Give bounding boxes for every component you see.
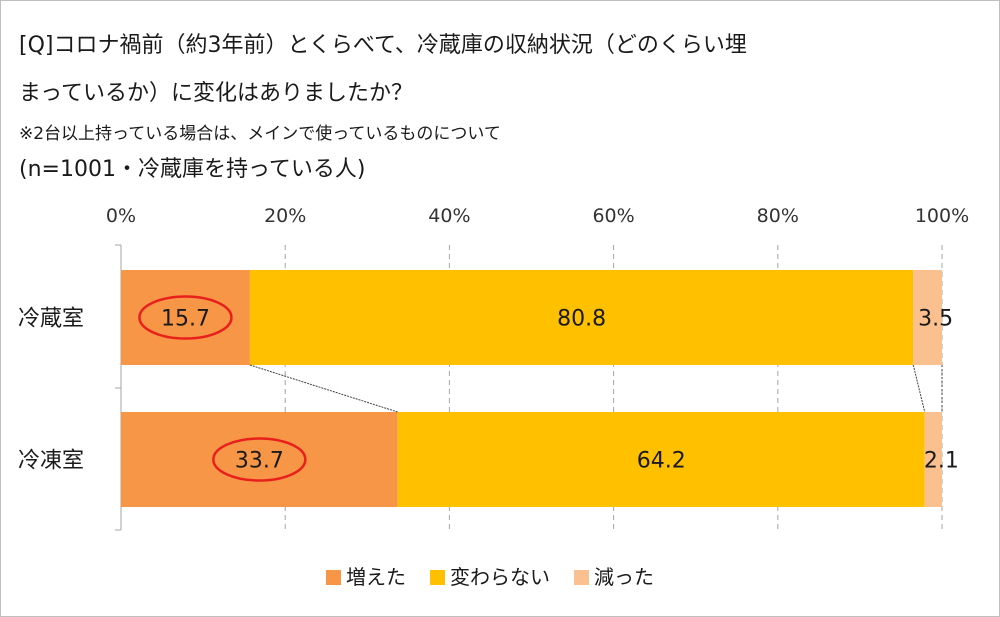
legend-label: 変わらない bbox=[450, 565, 550, 589]
bar-segment bbox=[121, 270, 250, 365]
series-connector-line bbox=[249, 364, 398, 413]
highlight-ellipse bbox=[212, 437, 307, 482]
x-tick-label: 40% bbox=[428, 205, 470, 227]
chart-sample-size: (n=1001・冷蔵庫を持っている人) bbox=[19, 157, 366, 182]
bar-segment bbox=[249, 270, 914, 365]
chart-note: ※2台以上持っている場合は、メインで使っているものについて bbox=[19, 124, 501, 144]
category-label: 冷蔵室 bbox=[18, 307, 84, 332]
data-label: 33.7 bbox=[235, 449, 284, 474]
chart-title-line-1: [Q]コロナ禍前（約3年前）とくらべて、冷蔵庫の収納状況（どのくらい埋 bbox=[19, 33, 747, 58]
legend-swatch bbox=[574, 570, 589, 585]
bar-segment bbox=[397, 412, 925, 507]
legend-swatch bbox=[430, 570, 445, 585]
data-label: 3.5 bbox=[918, 307, 953, 332]
x-tick-label: 60% bbox=[592, 205, 634, 227]
x-tick-label: 20% bbox=[264, 205, 306, 227]
chart-title-line-2: まっているか）に変化はありましたか？ bbox=[19, 81, 414, 106]
x-tick-label: 100% bbox=[915, 205, 969, 227]
data-label: 15.7 bbox=[161, 307, 210, 332]
data-label: 2.1 bbox=[924, 449, 959, 474]
bar-segment bbox=[924, 412, 942, 507]
bar-segment bbox=[913, 270, 942, 365]
series-connector-line bbox=[912, 364, 926, 413]
category-label: 冷凍室 bbox=[18, 449, 84, 474]
highlight-ellipse bbox=[138, 295, 233, 340]
legend-label: 減った bbox=[594, 565, 654, 589]
legend-swatch bbox=[326, 570, 341, 585]
data-label: 64.2 bbox=[637, 449, 686, 474]
data-label: 80.8 bbox=[557, 307, 606, 332]
bar-segment bbox=[121, 412, 398, 507]
x-tick-label: 80% bbox=[757, 205, 799, 227]
x-tick-label: 0% bbox=[106, 205, 136, 227]
legend-label: 増えた bbox=[346, 565, 406, 589]
